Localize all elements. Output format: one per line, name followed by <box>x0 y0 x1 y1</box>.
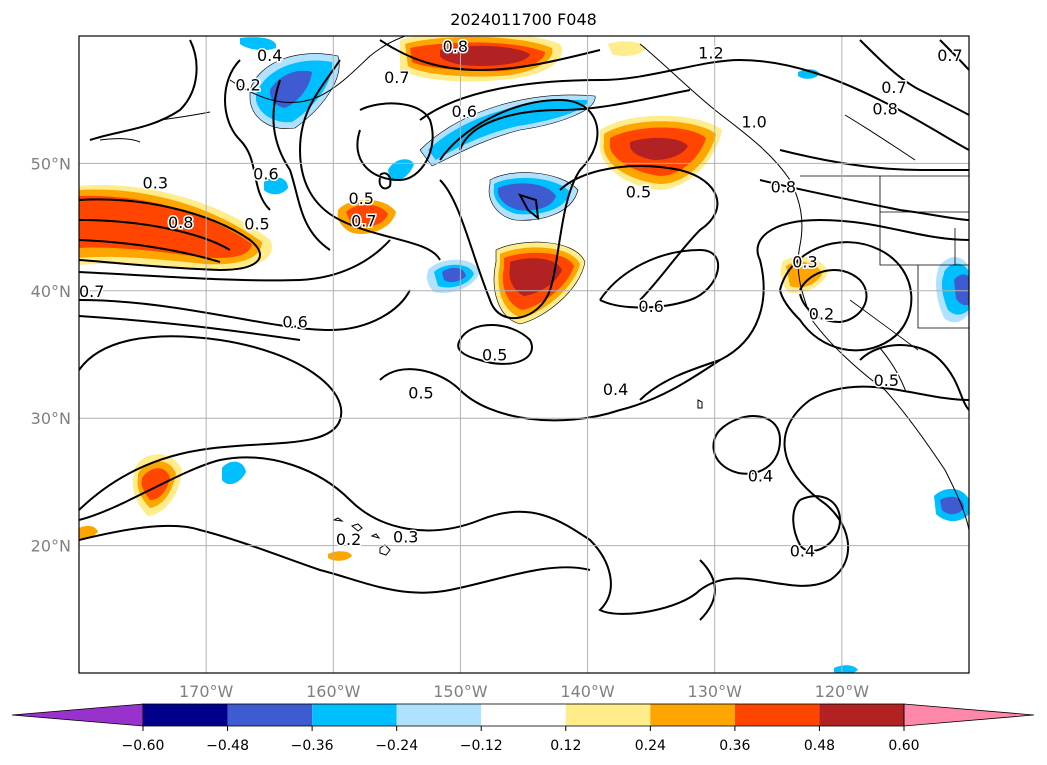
contour-label: 0.3 <box>393 528 418 547</box>
contour-label: 0.4 <box>257 46 282 65</box>
colorbar-segment <box>227 704 313 726</box>
contour-label: 0.8 <box>168 213 193 232</box>
colorbar-tick-label: −0.24 <box>375 738 418 754</box>
colorbar-outline <box>142 703 905 727</box>
latitude-label: 40°N <box>31 282 71 301</box>
north-america-coast <box>639 43 969 531</box>
contour-label: 0.6 <box>638 297 663 316</box>
contour-label: 0.6 <box>282 312 307 331</box>
colorbar-tick-label: −0.12 <box>460 738 503 754</box>
colorbar-segment <box>481 704 566 726</box>
contour-label: 0.8 <box>443 37 468 56</box>
longitude-label: 140°W <box>560 682 615 701</box>
colorbar-segment <box>143 704 228 726</box>
contour-label: 0.7 <box>351 212 376 231</box>
contour-label: 0.6 <box>253 165 278 184</box>
colorbar-segment <box>734 704 820 726</box>
colorbar-tick-label: 0.24 <box>635 738 666 754</box>
colorbar-extend-low <box>11 703 144 727</box>
colorbar-tick-label: 0.36 <box>719 738 750 754</box>
colorbar: −0.60 −0.48 −0.36 −0.24 −0.12 0.12 0.24 0.36 0.4… <box>11 703 1035 754</box>
colorbar-tick-label: 0.48 <box>804 738 835 754</box>
contour-label: 0.6 <box>452 102 477 121</box>
colorbar-tick-label: 0.12 <box>550 738 581 754</box>
colorbar-tick-label: 0.60 <box>888 738 919 754</box>
contour-label: 0.5 <box>626 182 651 201</box>
colorbar-tick-label: −0.48 <box>206 738 249 754</box>
longitude-label: 170°W <box>179 682 234 701</box>
contour-label: 0.5 <box>244 214 269 233</box>
longitude-label: 130°W <box>688 682 743 701</box>
colorbar-segment <box>312 704 397 726</box>
latitude-labels: 50°N 40°N 30°N 20°N <box>31 154 71 555</box>
contour-labels: 0.8 0.3 0.5 0.7 0.2 0.6 0.6 0.5 0.7 0.7 0.8 0.6 0.5 0… <box>79 36 964 562</box>
contour-label: 0.2 <box>336 530 361 549</box>
contour-label: 0.5 <box>874 371 899 390</box>
contour-label: 1.2 <box>698 44 723 63</box>
longitude-labels: 170°W 160°W 150°W 140°W 130°W 120°W <box>179 682 869 701</box>
contour-label: 0.7 <box>79 282 104 301</box>
map-title: 2024011700 F048 <box>450 10 597 29</box>
graticule <box>79 36 969 673</box>
contour-label: 0.4 <box>603 380 628 399</box>
latitude-label: 50°N <box>31 154 71 173</box>
colorbar-segment <box>819 704 904 726</box>
contour-label: 0.2 <box>809 305 834 324</box>
contour-label: 0.4 <box>748 467 773 486</box>
map-plot-area: 0.8 0.3 0.5 0.7 0.2 0.6 0.6 0.5 0.7 0.7 0.8 0.6 0.5 0… <box>79 36 969 673</box>
contour-label: 1.0 <box>741 112 766 131</box>
map-frame <box>78 35 970 674</box>
colorbar-segment <box>565 704 651 726</box>
colorbar-tick-label: −0.36 <box>291 738 334 754</box>
longitude-label: 160°W <box>306 682 361 701</box>
contour-label: 0.5 <box>482 346 507 365</box>
longitude-label: 120°W <box>815 682 870 701</box>
longitude-label: 150°W <box>433 682 488 701</box>
colorbar-tick-label: −0.60 <box>122 738 165 754</box>
colorbar-extend-high <box>903 703 1035 727</box>
contour-label: 0.8 <box>872 100 897 119</box>
colorbar-segment <box>396 704 482 726</box>
contour-label: 0.7 <box>384 68 409 87</box>
contour-label: 0.7 <box>881 78 906 97</box>
latitude-label: 30°N <box>31 409 71 428</box>
contour-label: 0.3 <box>792 252 817 271</box>
shading-outlines <box>249 53 596 325</box>
contour-label: 0.3 <box>143 174 168 193</box>
contour-label: 0.7 <box>937 46 962 65</box>
contour-label: 0.5 <box>349 189 374 208</box>
colorbar-segment <box>650 704 735 726</box>
contour-label: 0.5 <box>408 384 433 403</box>
contour-label: 0.2 <box>235 75 260 94</box>
contour-label: 0.4 <box>790 542 815 561</box>
contour-label: 0.8 <box>771 177 796 196</box>
latitude-label: 20°N <box>31 537 71 556</box>
